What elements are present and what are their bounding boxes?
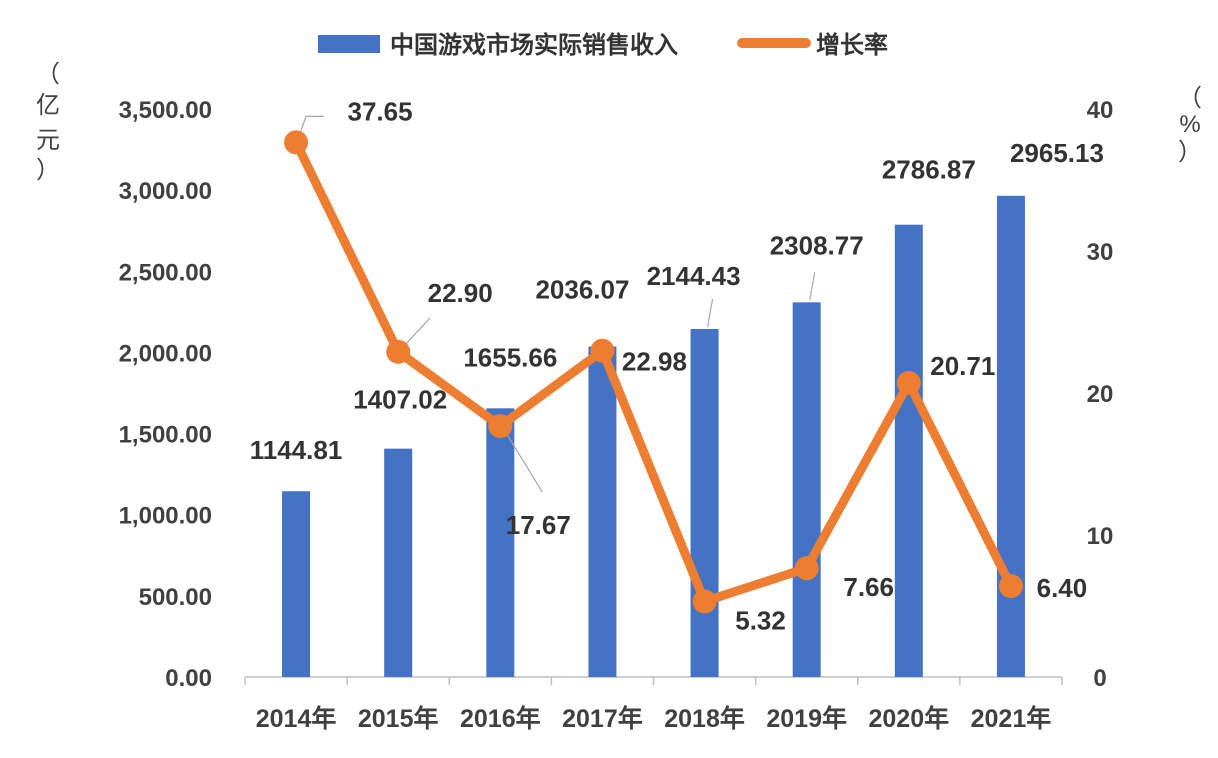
left-unit-char: （ (36, 61, 60, 88)
leader-line (401, 317, 431, 349)
legend-label-growth: 增长率 (816, 31, 888, 59)
bar-value-label: 2786.87 (882, 155, 976, 185)
growth-value-label: 20.71 (930, 351, 995, 381)
leader-line (503, 429, 543, 493)
left-tick-label: 2,000.00 (119, 340, 212, 367)
left-tick-label: 0.00 (165, 665, 212, 692)
growth-marker (794, 556, 819, 581)
x-axis: 2014年 2015年 2016年 2017年 2018年 2019年 2020年 2021年 (244, 676, 1063, 733)
line-data-labels: 37.65 22.90 17.67 22.98 5.32 7.66 20.71 6.40 (348, 96, 1088, 635)
x-tick-label: 2020年 (869, 704, 950, 733)
left-tick-label: 3,000.00 (119, 178, 212, 205)
legend: 中国游戏市场实际销售收入 增长率 (318, 31, 888, 59)
left-unit-char: 元 (36, 127, 60, 154)
growth-value-label: 22.90 (428, 278, 493, 308)
right-tick-label: 10 (1087, 523, 1114, 550)
left-tick-label: 2,500.00 (119, 259, 212, 286)
bar (894, 224, 923, 677)
growth-marker (488, 414, 513, 439)
left-tick-label: 1,500.00 (119, 422, 212, 449)
bar-value-label: 1655.66 (463, 342, 557, 372)
bar (792, 302, 821, 677)
left-tick-label: 1,000.00 (119, 503, 212, 530)
right-axis-unit: （ % ） (1178, 85, 1202, 166)
growth-value-label: 17.67 (506, 510, 571, 540)
growth-marker (896, 370, 921, 395)
bar-value-label: 1144.81 (250, 435, 343, 465)
x-tick-label: 2021年 (971, 704, 1052, 733)
x-tick-label: 2019年 (766, 704, 847, 733)
growth-value-label: 37.65 (348, 96, 413, 126)
growth-value-label: 5.32 (735, 605, 786, 635)
growth-marker (284, 130, 309, 155)
bar-value-label: 2036.07 (535, 275, 629, 305)
x-tick-label: 2018年 (664, 704, 745, 733)
bar (486, 408, 515, 677)
growth-value-label: 7.66 (843, 572, 894, 602)
growth-marker (692, 589, 717, 614)
x-tick-label: 2014年 (256, 704, 337, 733)
legend-swatch-marker (770, 39, 778, 47)
bar (996, 195, 1025, 677)
label-leader-lines (297, 115, 816, 493)
growth-value-label: 6.40 (1037, 573, 1088, 603)
leader-line (297, 115, 325, 139)
right-unit-char: % (1179, 111, 1200, 138)
growth-marker (386, 339, 411, 364)
left-unit-char: ） (36, 157, 60, 184)
bar (588, 346, 617, 677)
right-tick-label: 40 (1087, 97, 1114, 124)
leader-line (809, 272, 816, 301)
right-tick-label: 20 (1087, 381, 1114, 408)
leader-line (706, 298, 714, 328)
bar (690, 328, 719, 677)
right-tick-label: 0 (1093, 665, 1106, 692)
bar-data-labels: 1144.81 1407.02 1655.66 2036.07 2144.43 2308.… (250, 138, 1104, 465)
legend-swatch-bar (318, 35, 380, 53)
left-axis-unit: （ 亿 元 ） (36, 61, 60, 184)
x-tick-label: 2015年 (358, 704, 439, 733)
x-tick-label: 2017年 (562, 704, 643, 733)
left-axis-ticks: 0.00 500.00 1,000.00 1,500.00 2,000.00 2,500.… (119, 97, 212, 692)
left-tick-label: 3,500.00 (119, 97, 212, 124)
x-tick-label: 2016年 (460, 704, 541, 733)
bar-value-label: 2965.13 (1010, 138, 1104, 168)
bar (282, 491, 311, 677)
bar-value-label: 2308.77 (770, 230, 864, 260)
growth-marker (590, 338, 615, 363)
legend-label-revenue: 中国游戏市场实际销售收入 (390, 31, 678, 59)
growth-marker (998, 574, 1023, 599)
line-series (284, 130, 1023, 614)
bar (384, 448, 413, 677)
growth-line (291, 137, 1016, 606)
right-unit-char: ） (1178, 139, 1202, 166)
right-unit-char: （ (1178, 85, 1202, 112)
right-tick-label: 30 (1087, 239, 1114, 266)
right-axis-ticks: 0 10 20 30 40 (1087, 97, 1114, 692)
left-tick-label: 500.00 (139, 584, 212, 611)
growth-value-label: 22.98 (622, 347, 687, 377)
bar-value-label: 1407.02 (353, 385, 447, 415)
bar-value-label: 2144.43 (647, 261, 741, 291)
bar-series (282, 195, 1025, 677)
left-unit-char: 亿 (36, 92, 60, 119)
